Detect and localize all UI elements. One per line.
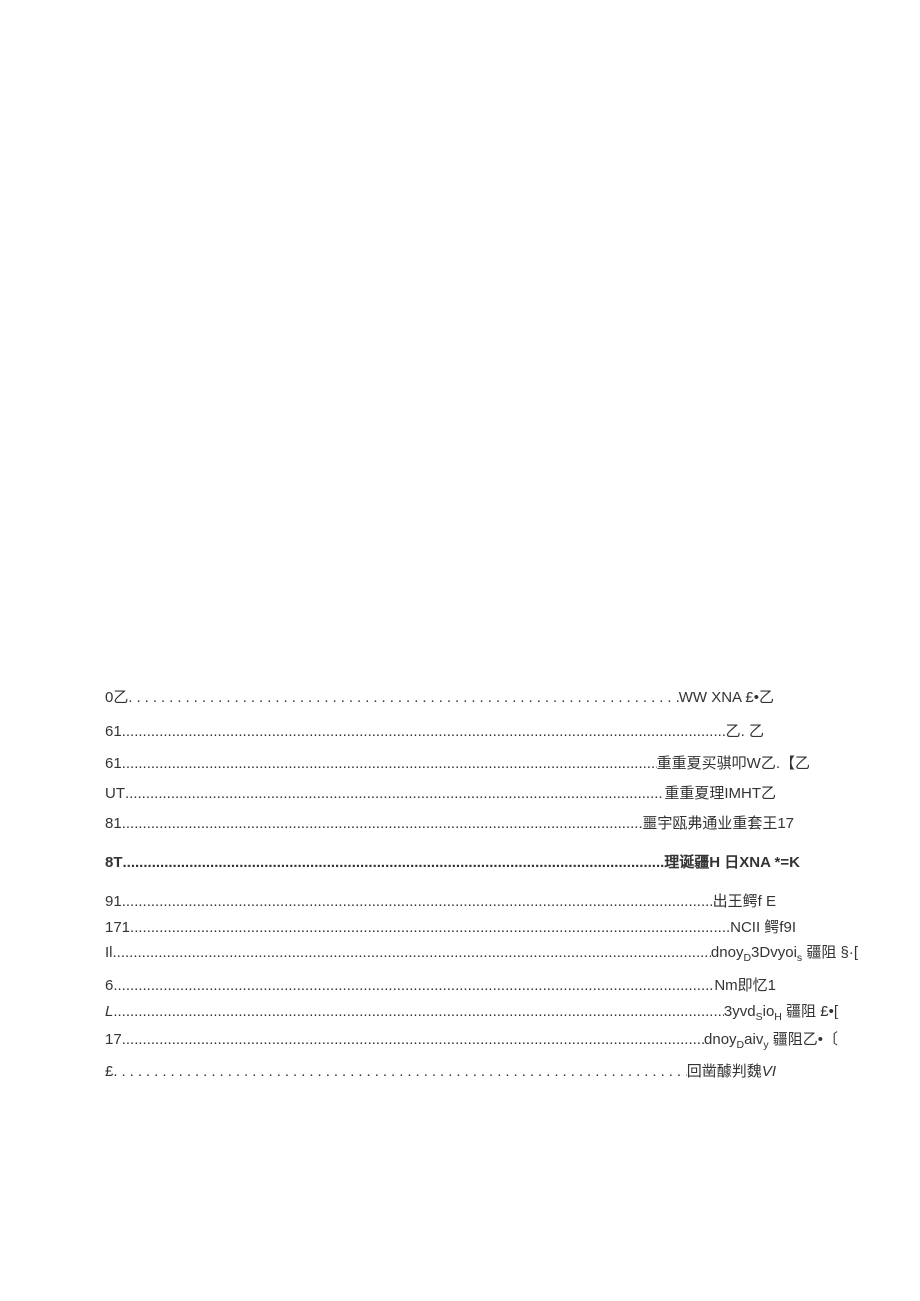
toc-leader-dots: ........................................… (122, 1031, 704, 1048)
toc-leader-dots: ........................................… (123, 854, 665, 871)
toc-entry-title: 乙. 乙 (726, 720, 764, 741)
toc-page-number: UT (105, 785, 125, 802)
toc-entry: 17 .....................................… (105, 1028, 858, 1051)
toc-entry: Il .....................................… (105, 941, 858, 964)
toc-entry-title: Nm即忆1 (714, 974, 776, 995)
toc-entry-title: 噩宇瓯弗通业重套王17 (642, 812, 794, 833)
toc-leader-dots: ........................................… (122, 893, 713, 910)
toc-page-number: 0乙 (105, 686, 128, 707)
toc-entry-title: 3yvdSioH 疆阻 £•[ (724, 1000, 838, 1023)
toc-page-number: 6 (105, 977, 113, 994)
toc-entry: 61 .....................................… (105, 720, 858, 741)
toc-entry: 0乙......................................… (105, 686, 858, 707)
toc-entry: 171.....................................… (105, 916, 858, 937)
toc-page-number: £ (105, 1063, 113, 1080)
toc-entry-title: 回凿醵判魏VI (687, 1060, 776, 1081)
toc-page-number: 17 (105, 1031, 122, 1048)
toc-entry-title: dnoyDaivy 疆阻乙•〔 (704, 1028, 838, 1051)
toc-page-number: Il (105, 944, 113, 961)
toc-entry-title: NCII 鳄f9I (730, 916, 796, 937)
toc-page-number: 61 (105, 723, 122, 740)
toc-entry: 91 .....................................… (105, 890, 858, 911)
toc-page-number: 8T (105, 854, 123, 871)
toc-entry-title: 重重夏理IMHT乙 (664, 782, 776, 803)
toc-leader-dots: ........................................… (113, 944, 711, 961)
toc-entry: 6 ......................................… (105, 974, 858, 995)
toc-leader-dots: ........................................… (122, 723, 726, 740)
toc-leader-dots: ........................................… (122, 755, 657, 772)
toc-leader-dots: ........................................… (125, 785, 664, 802)
toc-entry-title: WW XNA £•乙 (679, 686, 774, 707)
toc-content: 0乙......................................… (105, 686, 858, 1081)
toc-entry: £.......................................… (105, 1060, 858, 1081)
toc-leader-dots: ........................................… (128, 689, 678, 706)
toc-leader-dots: ........................................… (113, 1063, 686, 1080)
toc-page-number: 81 (105, 815, 122, 832)
toc-leader-dots: ........................................… (113, 1003, 724, 1020)
toc-entry: UT......................................… (105, 782, 858, 803)
toc-entry: L ......................................… (105, 1000, 858, 1023)
toc-entry: 61 .....................................… (105, 752, 858, 773)
toc-entry-title: 理诞疆H 日XNA *=K (664, 851, 800, 872)
toc-leader-dots: ........................................… (130, 919, 730, 936)
toc-leader-dots: ........................................… (113, 977, 714, 994)
toc-page-number: 171 (105, 919, 130, 936)
toc-entry-title: 出王鳄f E (713, 890, 776, 911)
toc-entry: 81 .....................................… (105, 812, 858, 833)
toc-entry: 8T......................................… (105, 851, 858, 872)
toc-page-number: 91 (105, 893, 122, 910)
toc-page-number: 61 (105, 755, 122, 772)
toc-leader-dots: ........................................… (122, 815, 643, 832)
toc-entry-title: dnoyD3Dvyois 疆阻 §·[ (711, 941, 858, 964)
toc-entry-title: 重重夏买骐叩W乙.【乙 (657, 752, 810, 773)
toc-page-number: L (105, 1003, 113, 1020)
